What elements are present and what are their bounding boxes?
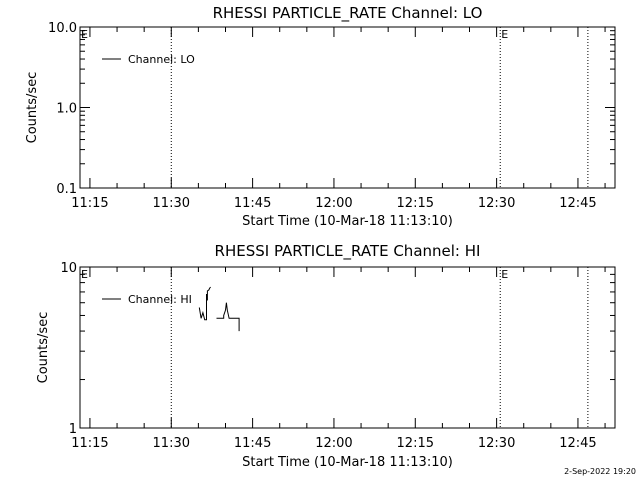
legend-entry-label: Channel: LO — [128, 53, 195, 66]
x-tick-label: 12:30 — [478, 196, 515, 211]
x-tick-label: 11:45 — [234, 436, 271, 451]
x-axis-label: Start Time (10-Mar-18 11:13:10) — [242, 455, 453, 470]
x-tick-label: 11:30 — [153, 196, 190, 211]
y-tick-label: 10 — [60, 261, 77, 276]
plot-frame — [79, 26, 616, 189]
plot-frame — [79, 266, 616, 429]
x-tick-label: 11:15 — [71, 196, 108, 211]
y-axis-label: Counts/sec — [25, 72, 40, 144]
x-tick-label: 12:00 — [315, 196, 352, 211]
x-tick-label: 12:45 — [559, 436, 596, 451]
event-flag-label: E — [501, 268, 508, 281]
x-tick-label: 11:15 — [71, 436, 108, 451]
plot-timestamp: 2-Sep-2022 19:20 — [564, 467, 636, 476]
legend-entry-label: Channel: HI — [128, 293, 192, 306]
y-axis-label: Counts/sec — [36, 312, 51, 384]
x-axis-label: Start Time (10-Mar-18 11:13:10) — [242, 214, 453, 229]
x-tick-label: 12:00 — [315, 436, 352, 451]
y-tick-label: 0.1 — [56, 182, 77, 197]
chart-title: RHESSI PARTICLE_RATE Channel: LO — [213, 4, 483, 23]
x-tick-label: 12:30 — [478, 436, 515, 451]
x-tick-label: 11:30 — [153, 436, 190, 451]
event-flag-label: E — [81, 28, 88, 41]
x-tick-label: 12:45 — [559, 196, 596, 211]
x-tick-label: 11:45 — [234, 196, 271, 211]
event-flag-label: E — [501, 28, 508, 41]
panel-lo-channel: RHESSI PARTICLE_RATE Channel: LO Counts/s… — [25, 4, 616, 229]
y-tick-label: 1 — [69, 422, 77, 437]
x-tick-label: 12:15 — [397, 196, 434, 211]
chart-title: RHESSI PARTICLE_RATE Channel: HI — [215, 242, 481, 261]
event-flag-label: E — [81, 268, 88, 281]
x-tick-label: 12:15 — [397, 436, 434, 451]
y-tick-label: 10.0 — [48, 21, 77, 36]
panel-hi-channel: RHESSI PARTICLE_RATE Channel: HI Counts/s… — [36, 242, 616, 470]
data-series-line — [198, 286, 240, 332]
y-tick-label: 1.0 — [56, 102, 77, 117]
